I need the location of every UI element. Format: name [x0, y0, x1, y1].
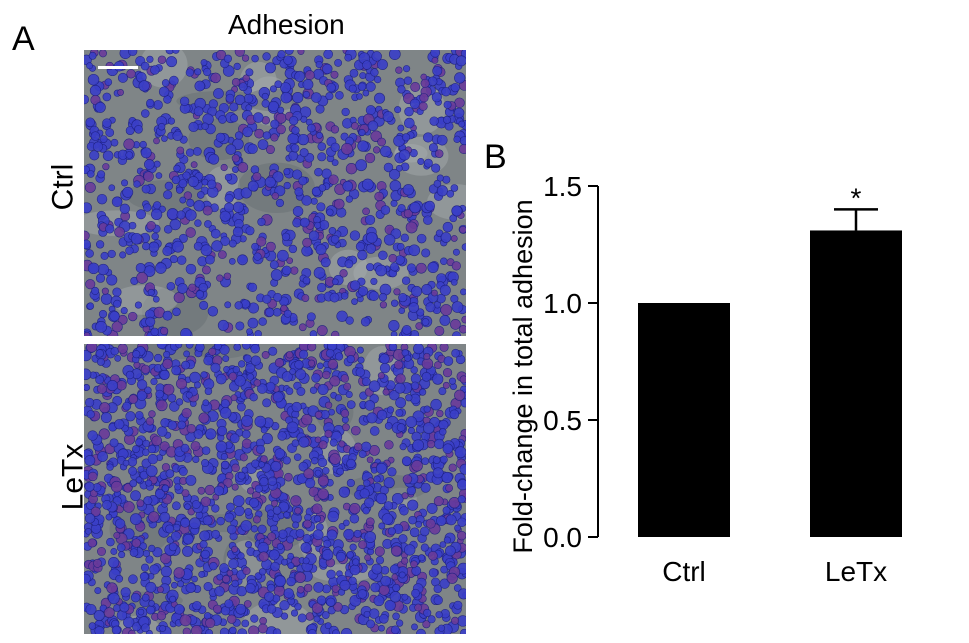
micrograph-ctrl — [84, 50, 466, 336]
micrograph-letx — [84, 344, 466, 634]
y-tick-label: 0.0 — [543, 522, 582, 553]
bar-ctrl — [638, 303, 730, 537]
bar-letx — [810, 230, 902, 537]
panel-a-letter: A — [12, 20, 35, 58]
scale-bar — [98, 66, 138, 69]
y-tick-label: 1.5 — [543, 171, 582, 202]
significance-marker: * — [851, 182, 862, 213]
x-tick-label: Ctrl — [662, 556, 706, 587]
panel-b-letter: B — [484, 138, 507, 176]
panel-a-title: Adhesion — [228, 9, 345, 40]
y-axis-label: Fold-change in total adhesion — [508, 199, 538, 553]
y-tick-label: 1.0 — [543, 288, 582, 319]
x-tick-label: LeTx — [825, 556, 887, 587]
y-tick-label: 0.5 — [543, 405, 582, 436]
